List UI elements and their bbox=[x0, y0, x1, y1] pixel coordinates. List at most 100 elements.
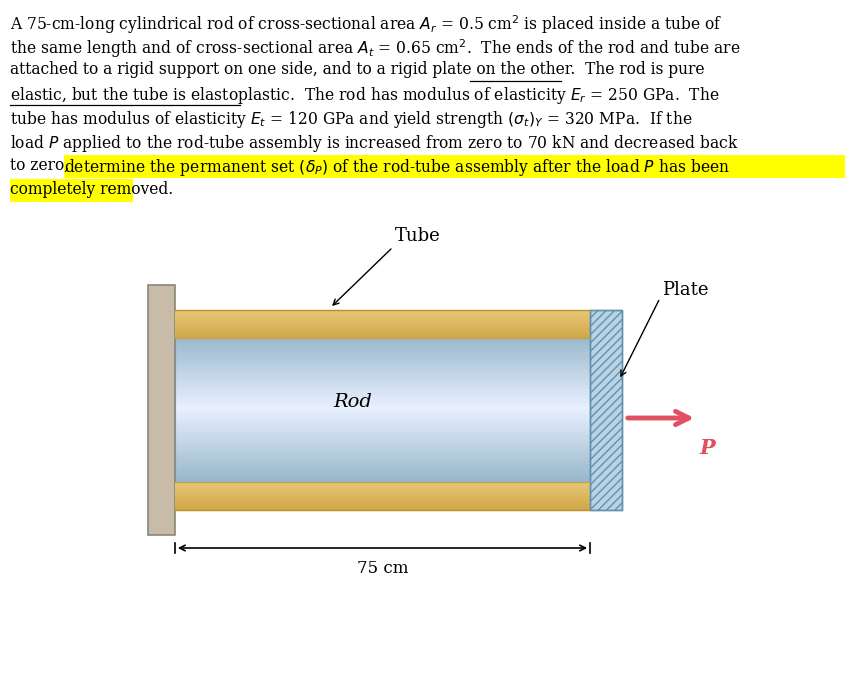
Text: tube has modulus of elasticity $E_t$ = 120 GPa and yield strength $(\sigma_t)_Y$: tube has modulus of elasticity $E_t$ = 1… bbox=[10, 109, 693, 130]
Bar bbox=[175, 503, 590, 505]
Bar bbox=[175, 370, 590, 374]
Bar bbox=[175, 438, 590, 443]
Bar bbox=[175, 496, 590, 498]
Text: Rod: Rod bbox=[333, 393, 372, 411]
Bar bbox=[175, 498, 590, 500]
Text: Tube: Tube bbox=[395, 227, 440, 245]
Bar bbox=[175, 338, 590, 341]
Bar bbox=[10, 179, 133, 202]
Bar bbox=[175, 505, 590, 507]
Bar bbox=[590, 310, 622, 510]
Bar bbox=[175, 467, 590, 471]
Bar bbox=[175, 478, 590, 482]
Text: to zero,: to zero, bbox=[10, 157, 74, 174]
Bar bbox=[175, 313, 590, 315]
Bar bbox=[175, 445, 590, 450]
Text: load $P$ applied to the rod-tube assembly is increased from zero to 70 kN and de: load $P$ applied to the rod-tube assembl… bbox=[10, 133, 739, 154]
Bar bbox=[175, 338, 590, 482]
Bar bbox=[175, 410, 590, 414]
Bar bbox=[175, 392, 590, 396]
Bar bbox=[175, 395, 590, 399]
Bar bbox=[175, 486, 590, 488]
Text: P: P bbox=[699, 438, 715, 458]
Bar bbox=[175, 309, 590, 311]
Bar bbox=[64, 155, 845, 178]
Bar bbox=[175, 325, 590, 327]
Bar bbox=[175, 348, 590, 352]
Bar bbox=[175, 373, 590, 378]
Bar bbox=[175, 329, 590, 331]
Bar bbox=[175, 402, 590, 406]
Bar bbox=[175, 316, 590, 318]
Text: 75 cm: 75 cm bbox=[357, 560, 408, 577]
Text: the same length and of cross-sectional area $A_t$ = 0.65 cm$^2$.  The ends of th: the same length and of cross-sectional a… bbox=[10, 37, 740, 60]
Bar bbox=[590, 310, 622, 510]
Bar bbox=[175, 323, 590, 325]
Bar bbox=[175, 330, 590, 332]
Bar bbox=[148, 285, 175, 535]
Bar bbox=[175, 482, 590, 484]
Bar bbox=[175, 456, 590, 461]
Bar bbox=[175, 491, 590, 493]
Bar bbox=[175, 399, 590, 403]
Bar bbox=[175, 326, 590, 328]
Bar bbox=[175, 508, 590, 510]
Text: determine the permanent set $(\delta_P)$ of the rod-tube assembly after the load: determine the permanent set $(\delta_P)$… bbox=[64, 157, 730, 178]
Bar bbox=[175, 363, 590, 367]
Bar bbox=[175, 417, 590, 421]
Bar bbox=[175, 435, 590, 439]
Bar bbox=[175, 490, 590, 492]
Bar bbox=[175, 501, 590, 503]
Bar bbox=[175, 431, 590, 435]
Text: elastic, but the tube is elastoplastic.  The rod has modulus of elasticity $E_r$: elastic, but the tube is elastoplastic. … bbox=[10, 85, 720, 106]
Bar bbox=[175, 489, 590, 491]
Bar bbox=[175, 504, 590, 506]
Bar bbox=[175, 359, 590, 363]
Bar bbox=[175, 484, 590, 487]
Bar bbox=[175, 453, 590, 456]
Bar bbox=[175, 334, 590, 335]
Bar bbox=[175, 470, 590, 475]
Bar bbox=[175, 483, 590, 485]
Bar bbox=[175, 420, 590, 424]
Bar bbox=[175, 332, 590, 334]
Bar bbox=[175, 336, 590, 338]
Bar bbox=[175, 493, 590, 495]
Bar bbox=[175, 377, 590, 381]
Text: attached to a rigid support on one side, and to a rigid plate on the other.  The: attached to a rigid support on one side,… bbox=[10, 61, 705, 78]
Bar bbox=[175, 494, 590, 496]
Bar bbox=[175, 355, 590, 359]
Bar bbox=[175, 312, 590, 314]
Bar bbox=[175, 413, 590, 417]
Bar bbox=[175, 341, 590, 346]
Bar bbox=[175, 427, 590, 431]
FancyArrowPatch shape bbox=[621, 300, 659, 376]
Bar bbox=[175, 319, 590, 321]
Bar bbox=[175, 345, 590, 349]
Bar bbox=[175, 366, 590, 371]
Bar bbox=[175, 380, 590, 385]
Bar bbox=[175, 497, 590, 499]
Bar bbox=[175, 463, 590, 468]
Bar bbox=[175, 318, 590, 320]
Bar bbox=[175, 388, 590, 392]
Text: Plate: Plate bbox=[662, 281, 708, 299]
Bar bbox=[175, 487, 590, 489]
Bar bbox=[175, 315, 590, 317]
Bar bbox=[175, 424, 590, 428]
Text: completely removed.: completely removed. bbox=[10, 181, 174, 198]
Bar bbox=[175, 352, 590, 356]
Bar bbox=[175, 311, 590, 313]
Bar bbox=[175, 442, 590, 446]
Text: A 75-cm-long cylindrical rod of cross-sectional area $A_r$ = 0.5 cm$^2$ is place: A 75-cm-long cylindrical rod of cross-se… bbox=[10, 13, 722, 36]
Bar bbox=[175, 320, 590, 322]
Bar bbox=[175, 449, 590, 453]
Bar bbox=[175, 327, 590, 329]
Bar bbox=[175, 322, 590, 324]
FancyArrowPatch shape bbox=[333, 249, 391, 305]
Bar bbox=[175, 406, 590, 410]
Bar bbox=[175, 507, 590, 509]
Bar bbox=[175, 500, 590, 502]
Bar bbox=[175, 385, 590, 388]
Bar bbox=[175, 335, 590, 336]
